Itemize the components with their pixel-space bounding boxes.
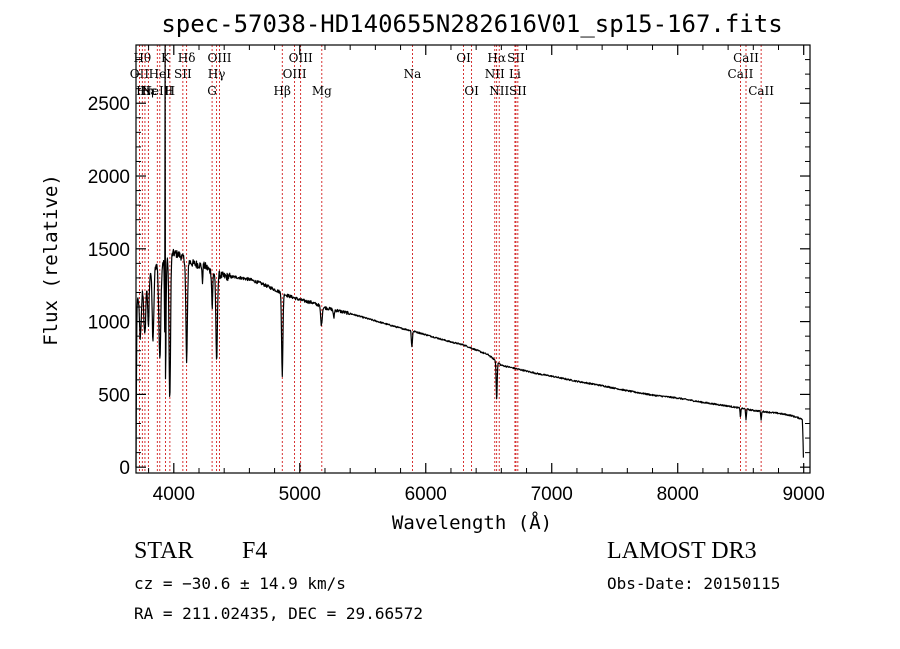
object-subclass: F4: [242, 538, 268, 564]
y-axis-label: Flux (relative): [40, 174, 62, 346]
line-marker-label-28: CaII: [748, 84, 774, 98]
y-tick-label-0: 0: [119, 458, 130, 479]
line-marker-label-16: Mg: [312, 84, 332, 98]
line-marker-label-19: OI: [464, 84, 479, 98]
y-tick-label-1: 500: [98, 385, 130, 406]
line-marker-label-23: Li: [509, 67, 521, 81]
line-markers: OIIHθHηHεNeIIIHeIKHSIIHδGHγOIIIHβOIIIOII…: [130, 45, 774, 473]
line-marker-label-1: Hθ: [133, 51, 151, 65]
redshift-text: cz = −30.6 ± 14.9 km/s: [134, 574, 346, 593]
line-marker-label-22: NII: [489, 84, 509, 98]
x-tick-label-2: 6000: [405, 484, 447, 505]
line-marker-label-20: NII: [485, 67, 505, 81]
line-marker-label-14: OIII: [283, 67, 307, 81]
x-axis-label: Wavelength (Å): [392, 511, 552, 534]
line-marker-label-13: Hβ: [274, 84, 291, 98]
line-marker-label-10: G: [207, 84, 217, 98]
line-marker-label-12: OIII: [207, 51, 231, 65]
line-marker-label-9: Hδ: [178, 51, 196, 65]
line-marker-label-8: SII: [174, 67, 192, 81]
y-tick-label-4: 2000: [88, 167, 130, 188]
x-tick-label-0: 4000: [153, 484, 195, 505]
chart-title: spec-57038-HD140655N282616V01_sp15-167.f…: [161, 10, 782, 38]
line-marker-label-17: Na: [404, 67, 422, 81]
y-tick-label-2: 1000: [88, 313, 130, 334]
x-tick-label-4: 8000: [657, 484, 699, 505]
y-tick-label-5: 2500: [88, 94, 130, 115]
line-marker-label-21: Hα: [487, 51, 506, 65]
line-marker-label-7: H: [165, 84, 175, 98]
survey-name: LAMOST DR3: [607, 538, 757, 564]
coordinates: RA = 211.02435, DEC = 29.66572: [134, 604, 423, 623]
line-marker-label-26: CaII: [728, 67, 754, 81]
y-axis-ticks: 0 500 1000 1500 2000 2500: [88, 59, 810, 479]
x-tick-label-3: 7000: [531, 484, 573, 505]
line-marker-label-27: CaII: [733, 51, 759, 65]
x-tick-label-1: 5000: [279, 484, 321, 505]
spectrum-line: [135, 44, 804, 468]
line-marker-label-24: SII: [507, 51, 525, 65]
y-tick-label-3: 1500: [88, 240, 130, 261]
line-marker-label-6: K: [161, 51, 171, 65]
plot-frame: [135, 44, 811, 474]
line-marker-label-3: Hε: [140, 84, 157, 98]
line-marker-label-15: OIII: [289, 51, 313, 65]
object-class: STAR: [134, 538, 194, 564]
x-tick-label-5: 9000: [783, 484, 825, 505]
line-marker-label-5: HeI: [149, 67, 172, 81]
line-marker-label-2: Hη: [136, 84, 154, 98]
line-marker-label-11: Hγ: [208, 67, 226, 81]
x-axis-ticks: 4000 5000 6000 7000 8000 9000: [148, 45, 825, 505]
line-marker-label-25: SII: [509, 84, 527, 98]
obs-date: Obs-Date: 20150115: [607, 574, 781, 593]
line-marker-label-18: OI: [456, 51, 471, 65]
